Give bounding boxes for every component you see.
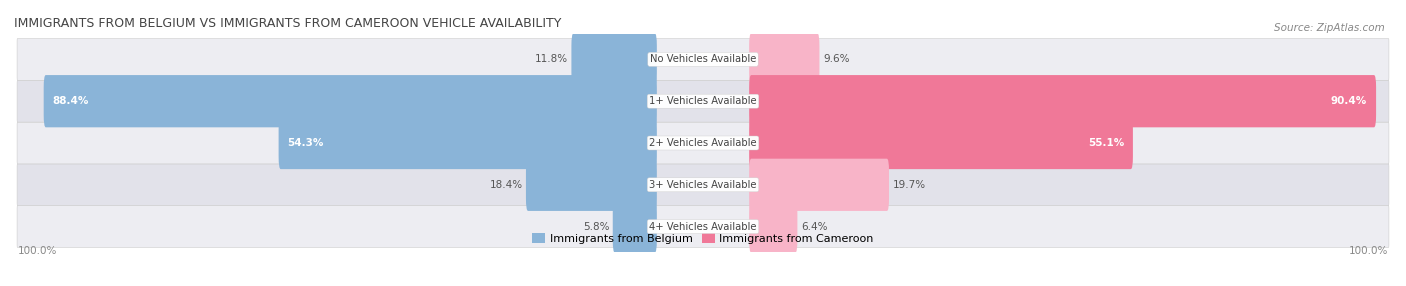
Text: IMMIGRANTS FROM BELGIUM VS IMMIGRANTS FROM CAMEROON VEHICLE AVAILABILITY: IMMIGRANTS FROM BELGIUM VS IMMIGRANTS FR… bbox=[14, 17, 561, 30]
FancyBboxPatch shape bbox=[749, 117, 1133, 169]
Text: 2+ Vehicles Available: 2+ Vehicles Available bbox=[650, 138, 756, 148]
Legend: Immigrants from Belgium, Immigrants from Cameroon: Immigrants from Belgium, Immigrants from… bbox=[527, 229, 879, 248]
Text: No Vehicles Available: No Vehicles Available bbox=[650, 54, 756, 64]
Text: 6.4%: 6.4% bbox=[801, 222, 827, 232]
Text: 100.0%: 100.0% bbox=[1350, 246, 1389, 256]
FancyBboxPatch shape bbox=[749, 33, 820, 86]
Text: 19.7%: 19.7% bbox=[893, 180, 925, 190]
Text: 5.8%: 5.8% bbox=[583, 222, 609, 232]
FancyBboxPatch shape bbox=[613, 200, 657, 253]
Text: 54.3%: 54.3% bbox=[288, 138, 323, 148]
Text: 3+ Vehicles Available: 3+ Vehicles Available bbox=[650, 180, 756, 190]
FancyBboxPatch shape bbox=[44, 75, 657, 127]
Text: 100.0%: 100.0% bbox=[17, 246, 56, 256]
Text: 9.6%: 9.6% bbox=[823, 54, 849, 64]
FancyBboxPatch shape bbox=[526, 159, 657, 211]
FancyBboxPatch shape bbox=[17, 39, 1389, 80]
FancyBboxPatch shape bbox=[17, 80, 1389, 122]
FancyBboxPatch shape bbox=[571, 33, 657, 86]
Text: 90.4%: 90.4% bbox=[1331, 96, 1367, 106]
Text: 4+ Vehicles Available: 4+ Vehicles Available bbox=[650, 222, 756, 232]
FancyBboxPatch shape bbox=[17, 122, 1389, 164]
FancyBboxPatch shape bbox=[749, 75, 1376, 127]
FancyBboxPatch shape bbox=[17, 164, 1389, 206]
FancyBboxPatch shape bbox=[749, 159, 889, 211]
Text: Source: ZipAtlas.com: Source: ZipAtlas.com bbox=[1274, 23, 1385, 33]
Text: 88.4%: 88.4% bbox=[52, 96, 89, 106]
Text: 18.4%: 18.4% bbox=[489, 180, 523, 190]
FancyBboxPatch shape bbox=[278, 117, 657, 169]
Text: 1+ Vehicles Available: 1+ Vehicles Available bbox=[650, 96, 756, 106]
Text: 11.8%: 11.8% bbox=[534, 54, 568, 64]
FancyBboxPatch shape bbox=[17, 206, 1389, 247]
FancyBboxPatch shape bbox=[749, 200, 797, 253]
Text: 55.1%: 55.1% bbox=[1088, 138, 1123, 148]
